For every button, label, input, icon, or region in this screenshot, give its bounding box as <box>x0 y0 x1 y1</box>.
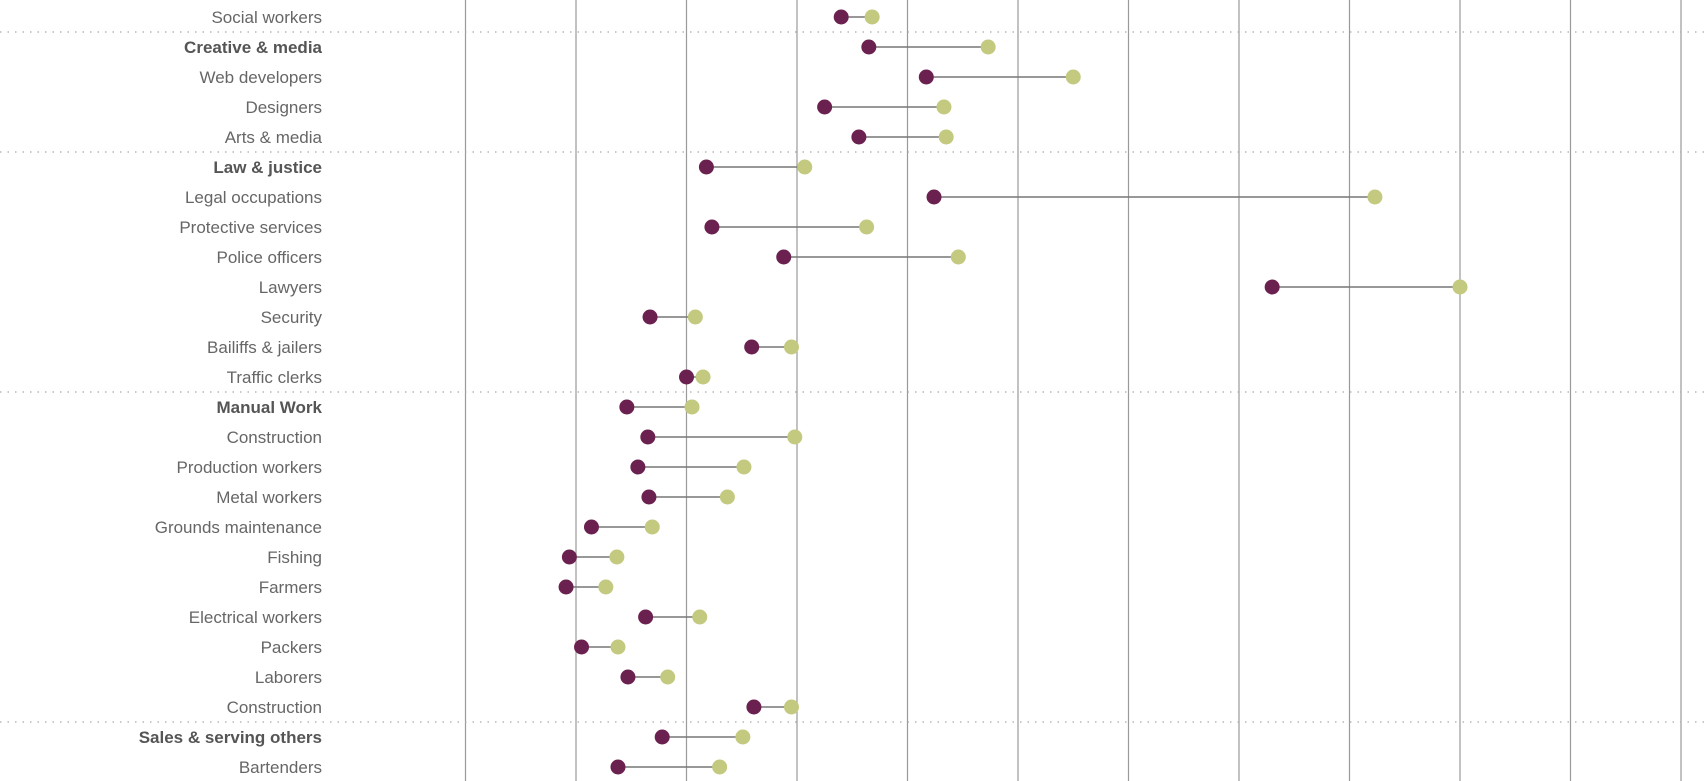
point-series-a <box>926 189 942 205</box>
row-label: Bailiffs & jailers <box>207 338 322 357</box>
point-series-a <box>654 729 670 745</box>
row-label: Bartenders <box>239 758 322 777</box>
point-series-a <box>583 519 599 535</box>
point-series-b <box>609 549 625 565</box>
row-label: Web developers <box>199 68 322 87</box>
point-series-b <box>610 639 626 655</box>
group-label: Creative & media <box>184 38 322 57</box>
point-series-b <box>859 219 875 235</box>
point-series-b <box>936 99 952 115</box>
point-series-b <box>684 399 700 415</box>
row-label: Metal workers <box>216 488 322 507</box>
dumbbell-marks <box>558 9 1468 775</box>
point-series-a <box>698 159 714 175</box>
row-label: Legal occupations <box>185 188 322 207</box>
row-label: Production workers <box>176 458 322 477</box>
point-series-b <box>938 129 954 145</box>
group-label: Manual Work <box>217 398 323 417</box>
group-label: Sales & serving others <box>139 728 322 747</box>
point-series-b <box>695 369 711 385</box>
point-series-a <box>620 669 636 685</box>
row-label: Police officers <box>216 248 322 267</box>
row-label: Lawyers <box>259 278 322 297</box>
gridlines <box>464 0 1682 781</box>
row-label: Social workers <box>211 8 322 27</box>
point-series-b <box>864 9 880 25</box>
point-series-a <box>610 759 626 775</box>
point-series-a <box>746 699 762 715</box>
point-series-b <box>1367 189 1383 205</box>
point-series-a <box>619 399 635 415</box>
point-series-b <box>950 249 966 265</box>
point-series-a <box>638 609 654 625</box>
point-series-b <box>712 759 728 775</box>
point-series-a <box>630 459 646 475</box>
point-series-b <box>644 519 660 535</box>
point-series-a <box>861 39 877 55</box>
point-series-a <box>918 69 934 85</box>
point-series-b <box>797 159 813 175</box>
point-series-b <box>980 39 996 55</box>
point-series-b <box>735 729 751 745</box>
row-label: Fishing <box>267 548 322 567</box>
row-labels: Social workers Creative & media Web develo… <box>139 8 323 777</box>
row-label: Packers <box>261 638 322 657</box>
row-label: Arts & media <box>225 128 323 147</box>
point-series-a <box>561 549 577 565</box>
point-series-b <box>692 609 708 625</box>
row-label: Electrical workers <box>189 608 322 627</box>
point-series-a <box>640 429 656 445</box>
point-series-a <box>851 129 867 145</box>
group-label: Law & justice <box>213 158 322 177</box>
point-series-b <box>787 429 803 445</box>
point-series-a <box>704 219 720 235</box>
row-label: Traffic clerks <box>227 368 322 387</box>
row-label: Designers <box>245 98 322 117</box>
point-series-b <box>1065 69 1081 85</box>
point-series-a <box>776 249 792 265</box>
point-series-a <box>642 309 658 325</box>
point-series-a <box>744 339 760 355</box>
row-label: Grounds maintenance <box>155 518 322 537</box>
point-series-b <box>719 489 735 505</box>
point-series-b <box>687 309 703 325</box>
point-series-b <box>1452 279 1468 295</box>
row-label: Farmers <box>259 578 322 597</box>
point-series-a <box>679 369 694 385</box>
row-label: Construction <box>227 698 322 717</box>
point-series-b <box>598 579 614 595</box>
point-series-b <box>783 699 799 715</box>
point-series-a <box>574 639 590 655</box>
row-label: Laborers <box>255 668 322 687</box>
row-label: Protective services <box>179 218 322 237</box>
point-series-b <box>783 339 799 355</box>
point-series-b <box>660 669 676 685</box>
point-series-a <box>817 99 833 115</box>
row-label: Construction <box>227 428 322 447</box>
point-series-b <box>736 459 752 475</box>
point-series-a <box>833 9 849 25</box>
point-series-a <box>641 489 657 505</box>
row-label: Security <box>261 308 323 327</box>
point-series-a <box>558 579 574 595</box>
point-series-a <box>1264 279 1280 295</box>
